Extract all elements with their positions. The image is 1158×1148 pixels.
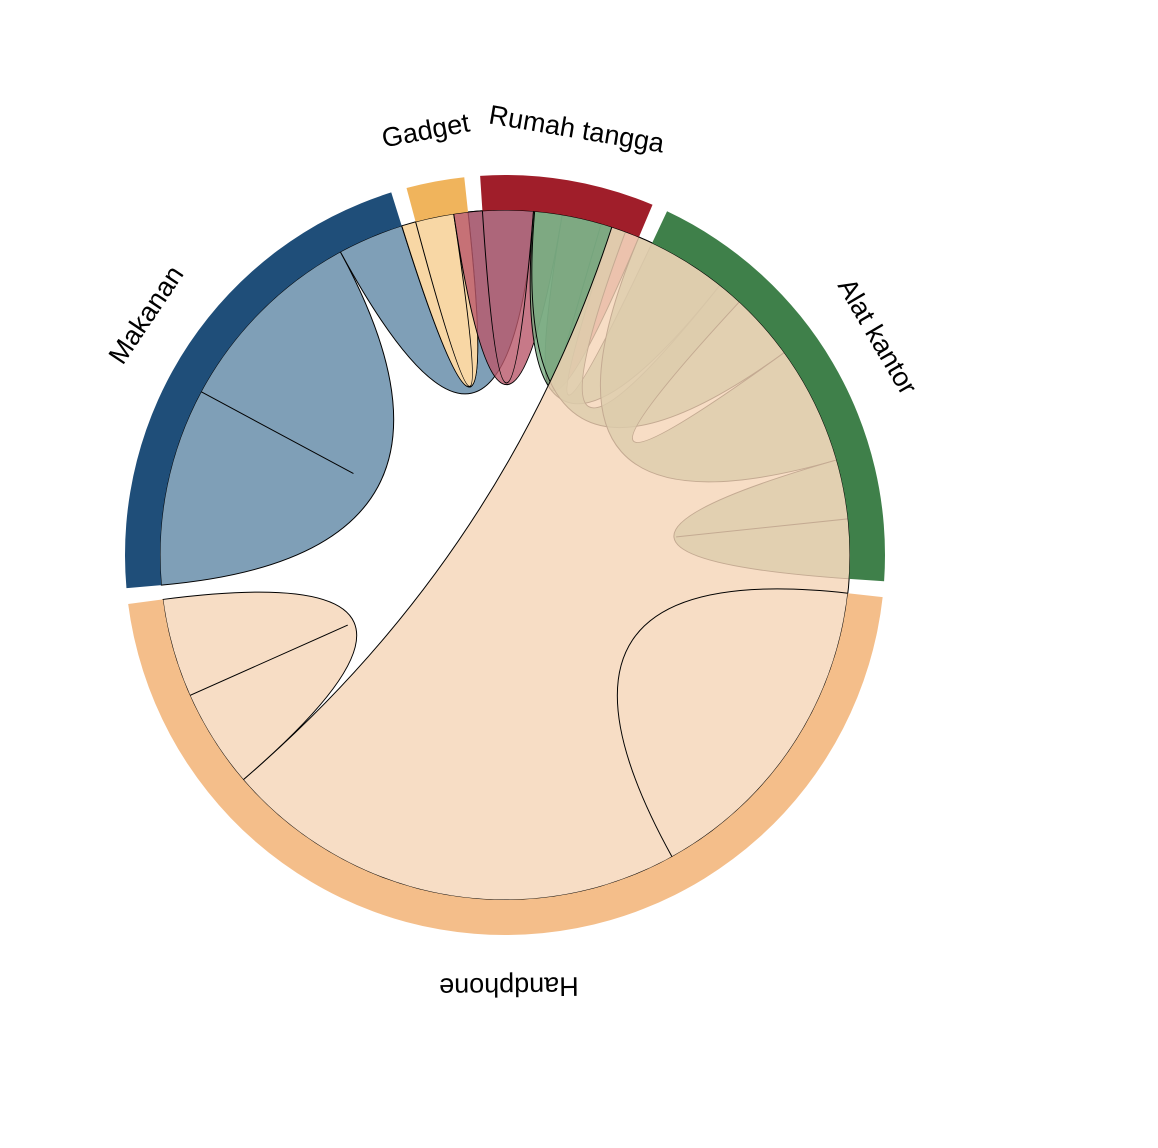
group-label-handphone: Handphone — [439, 971, 579, 1002]
group-arc-alat-kantor — [652, 211, 886, 582]
group-label-gadget: Gadget — [379, 108, 472, 154]
ribbon-makanan-self — [159, 251, 395, 586]
group-arc-makanan — [125, 192, 402, 589]
group-arc-rumah-tangga — [480, 174, 653, 238]
group-label-rumah-tangga: Rumah tangga — [487, 100, 668, 159]
group-arc-gadget — [406, 177, 469, 222]
group-label-makanan: Makanan — [103, 260, 190, 369]
ribbons-layer — [159, 209, 851, 901]
group-arc-handphone — [128, 593, 883, 935]
group-label-alat-kantor: Alat kantor — [832, 273, 923, 400]
ribbon-handphone-to-makanan — [242, 226, 851, 901]
group-arcs-layer — [125, 174, 886, 935]
